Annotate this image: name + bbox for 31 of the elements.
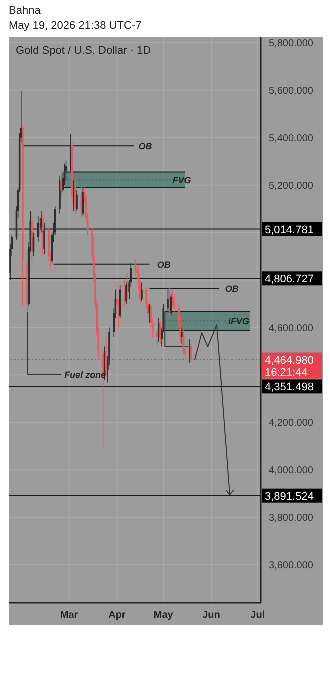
y-tick-label: 5,200.000 [269,180,314,192]
ref-line-label: 4,351.498 [265,382,314,394]
x-tick-label: May [154,610,174,622]
candlestick [141,282,143,302]
annotation: OB [138,142,153,152]
y-tick-label: 3,600.000 [269,560,314,572]
annotation: iFVG [228,316,250,327]
x-tick-label: Mar [60,610,78,622]
x-tick-label: Jun [202,610,220,622]
annotation: OB [225,284,240,294]
candlestick [160,320,162,345]
ref-line-label: 3,891.524 [265,490,314,503]
candlestick [190,344,192,363]
x-tick-label: Apr [108,610,126,622]
text: Gold Spot / U.S. Dollar · 1D [16,45,152,57]
y-tick-label: 4,200.000 [269,418,314,430]
chart-subtitle: May 19, 2026 21:38 UTC-7 [9,19,142,34]
y-tick-label: 5,600.000 [269,86,314,97]
y-tick-label: 4,600.000 [269,323,314,334]
y-tick-label: 4,000.000 [269,466,314,477]
ref-line-label: 4,464.980 16:21:44 [265,354,314,379]
x-tick-label: Jul [250,610,266,622]
y-tick-label: 5,800.000 [269,38,314,50]
ref-line-label: 5,014.781 [265,224,314,236]
annotation: OB [157,260,172,270]
candlestick [37,216,40,243]
ref-line-label: 4,806.727 [265,274,314,286]
text: Bahna [9,4,42,19]
y-tick-label: 3,800.000 [269,513,314,524]
candlestick [126,282,128,304]
y-tick-label: 5,400.000 [269,133,314,144]
